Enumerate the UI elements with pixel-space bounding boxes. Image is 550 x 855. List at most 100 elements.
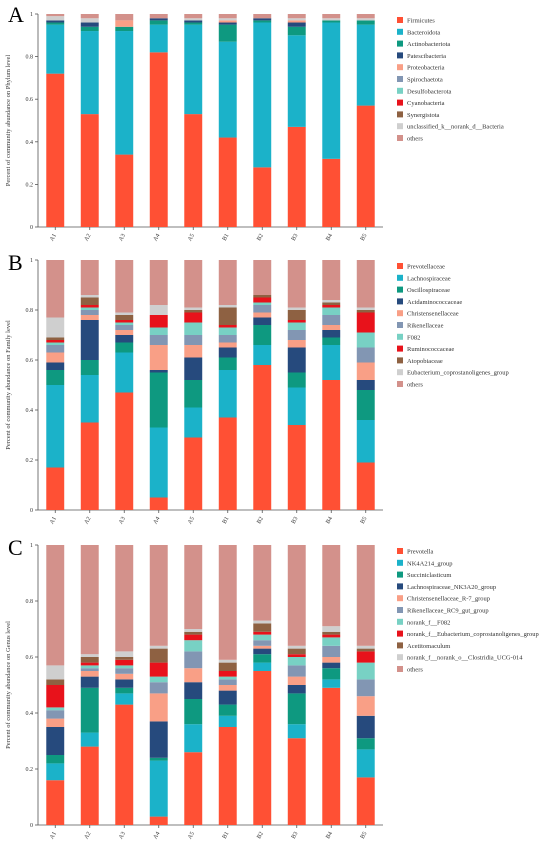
legend-entry: norank_f__norank_o__Clostridia_UCG-014 bbox=[407, 655, 523, 662]
bar-segment-A1-3 bbox=[46, 370, 65, 385]
bar-segment-B3-8 bbox=[287, 654, 306, 657]
bar-segment-B4-4 bbox=[322, 330, 341, 338]
bar-segment-A3-4 bbox=[115, 335, 134, 343]
x-tick-label: B1 bbox=[222, 516, 231, 525]
bar-segment-B3-10 bbox=[287, 307, 306, 310]
bar-segment-A5-7 bbox=[184, 640, 203, 652]
legend-entry: Synergistota bbox=[407, 112, 439, 119]
bar-segment-A5-6 bbox=[184, 335, 203, 345]
bar-segment-A1-2 bbox=[46, 763, 65, 781]
bar-segment-A2-8 bbox=[80, 305, 99, 308]
y-axis-label: Percent of community abundance on Family… bbox=[5, 320, 12, 450]
bar-segment-A1-4 bbox=[46, 727, 65, 755]
legend-swatch bbox=[397, 607, 403, 613]
bar-segment-B3-8 bbox=[287, 320, 306, 323]
bar-segment-A5-6 bbox=[184, 651, 203, 669]
bar-segment-A4-6 bbox=[149, 682, 168, 694]
bar-segment-B2-3 bbox=[253, 20, 272, 23]
bar-segment-A2-11 bbox=[80, 14, 99, 19]
bar-segment-A2-10 bbox=[80, 18, 99, 23]
bar-segment-B4-3 bbox=[322, 20, 341, 23]
bar-segment-A2-11 bbox=[80, 260, 99, 295]
bar-segment-A1-4 bbox=[46, 362, 65, 370]
legend-entry: norank_f__Eubacterium_coprostanoligenes_… bbox=[407, 631, 539, 638]
bar-segment-B5-6 bbox=[356, 347, 375, 363]
bar-segment-B5-9 bbox=[356, 310, 375, 313]
legend-entry: Christensenellaceae_R-7_group bbox=[407, 596, 490, 603]
bar-segment-A5-4 bbox=[184, 20, 203, 23]
bar-segment-B3-3 bbox=[287, 693, 306, 725]
bar-segment-A1-3 bbox=[46, 22, 65, 25]
bar-segment-B4-1 bbox=[322, 158, 341, 227]
bar-segment-B5-3 bbox=[356, 738, 375, 750]
x-tick-label: B3 bbox=[291, 233, 300, 242]
bar-segment-B1-5 bbox=[218, 342, 237, 348]
bar-segment-A1-10 bbox=[46, 317, 65, 338]
bar-segment-B5-7 bbox=[356, 332, 375, 348]
legend-entry: Ruminococcaceae bbox=[407, 346, 454, 353]
y-axis-label: Percent of community abundance on Phylum… bbox=[5, 55, 12, 187]
bar-segment-A2-2 bbox=[80, 375, 99, 423]
legend-swatch bbox=[397, 630, 403, 637]
bar-segment-B5-4 bbox=[356, 715, 375, 739]
bar-segment-A5-2 bbox=[184, 24, 203, 115]
y-tick-label: 1 bbox=[30, 12, 33, 18]
legend-entry: Christensenellaceae bbox=[407, 311, 459, 318]
bar-segment-A1-6 bbox=[46, 710, 65, 719]
x-tick-label: A2 bbox=[84, 831, 93, 840]
legend-entry: Actinobacteriota bbox=[407, 41, 450, 48]
bar-segment-B3-9 bbox=[287, 648, 306, 655]
legend-swatch bbox=[397, 52, 403, 59]
bar-segment-A1-6 bbox=[46, 345, 65, 353]
bar-segment-B1-9 bbox=[218, 307, 237, 325]
legend-swatch bbox=[397, 263, 403, 269]
bar-segment-B1-6 bbox=[218, 335, 237, 343]
x-tick-label: B4 bbox=[325, 516, 334, 525]
bar-segment-B1-1 bbox=[218, 727, 237, 825]
bar-segment-A2-2 bbox=[80, 732, 99, 747]
bar-segment-A4-4 bbox=[149, 370, 168, 373]
bar-segment-B2-2 bbox=[253, 345, 272, 365]
legend-entry: Proteobacteria bbox=[407, 65, 445, 72]
bar-segment-A4-10 bbox=[149, 645, 168, 649]
legend-swatch bbox=[397, 87, 403, 94]
x-tick-label: B5 bbox=[360, 831, 369, 840]
bar-segment-B4-2 bbox=[322, 345, 341, 380]
legend-swatch bbox=[397, 17, 403, 23]
bar-segment-B4-1 bbox=[322, 687, 341, 825]
legend-entry: NK4A214_group bbox=[407, 560, 453, 567]
x-tick-label: B4 bbox=[325, 233, 334, 242]
bar-segment-B3-4 bbox=[287, 22, 306, 27]
bar-segment-A1-5 bbox=[46, 352, 65, 363]
bar-segment-B2-5 bbox=[253, 312, 272, 318]
bar-segment-A1-1 bbox=[46, 780, 65, 825]
y-tick-label: 0.6 bbox=[26, 655, 34, 661]
bar-segment-B5-2 bbox=[356, 24, 375, 106]
bar-segment-B2-9 bbox=[253, 295, 272, 298]
legend-entry: Acetitomaculum bbox=[407, 643, 450, 650]
panel-letter: C bbox=[8, 535, 23, 560]
x-tick-label: A1 bbox=[49, 516, 58, 525]
legend-swatch bbox=[397, 548, 403, 554]
x-tick-label: A3 bbox=[118, 233, 127, 242]
bar-segment-A4-1 bbox=[149, 52, 168, 228]
bar-segment-A4-8 bbox=[149, 662, 168, 677]
bar-segment-B1-8 bbox=[218, 325, 237, 328]
legend-entry: Firmicutes bbox=[407, 18, 435, 25]
bar-segment-A2-5 bbox=[80, 671, 99, 677]
bar-segment-A2-3 bbox=[80, 687, 99, 733]
bar-segment-A4-7 bbox=[149, 676, 168, 683]
bar-segment-B1-2 bbox=[218, 715, 237, 727]
bar-segment-A3-1 bbox=[115, 704, 134, 825]
bar-segment-A1-3 bbox=[46, 755, 65, 764]
bar-segment-A1-11 bbox=[46, 545, 65, 666]
panel-phylum: A Percent of community abundance on Phylu… bbox=[5, 2, 504, 242]
bar-segment-A3-11 bbox=[115, 545, 134, 652]
bar-segment-B3-7 bbox=[287, 322, 306, 330]
bar-segment-B2-8 bbox=[253, 297, 272, 303]
bar-segment-A1-11 bbox=[46, 14, 65, 17]
bar-segment-B4-7 bbox=[322, 637, 341, 646]
bar-segment-B1-2 bbox=[218, 370, 237, 418]
x-tick-label: B2 bbox=[256, 831, 265, 840]
legend-swatch bbox=[397, 618, 403, 625]
